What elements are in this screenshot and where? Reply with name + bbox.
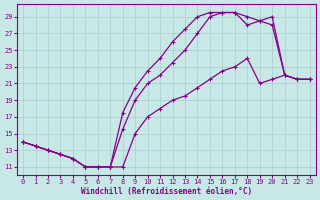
X-axis label: Windchill (Refroidissement éolien,°C): Windchill (Refroidissement éolien,°C) — [81, 187, 252, 196]
